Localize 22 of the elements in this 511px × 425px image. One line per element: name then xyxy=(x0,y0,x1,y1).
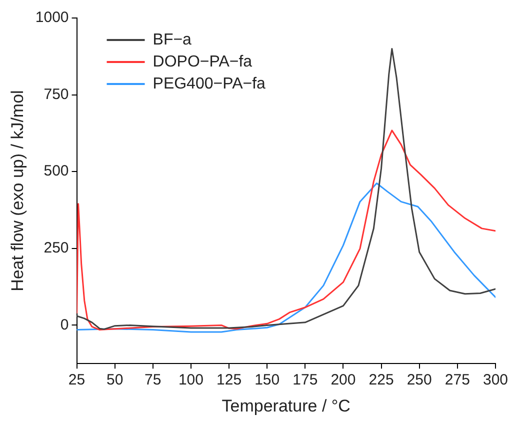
y-tick-label: 0 xyxy=(60,316,69,334)
x-tick-label: 275 xyxy=(444,372,470,389)
x-tick-label: 175 xyxy=(292,372,318,389)
x-tick-label: 125 xyxy=(216,372,242,389)
x-tick-label: 250 xyxy=(406,372,432,389)
x-tick-label: 150 xyxy=(254,372,280,389)
x-tick-label: 200 xyxy=(330,372,356,389)
y-tick-label: 1000 xyxy=(35,9,69,26)
x-tick-label: 100 xyxy=(178,372,204,389)
legend-label: BF−a xyxy=(152,31,192,48)
y-tick-label: 750 xyxy=(44,86,69,103)
x-tick-label: 300 xyxy=(482,372,508,389)
x-tick-label: 225 xyxy=(368,372,394,389)
x-tick-label: 25 xyxy=(68,372,86,389)
y-tick-label: 500 xyxy=(44,162,69,180)
x-tick-label: 75 xyxy=(144,372,162,389)
y-axis-title: Heat flow (exo up) / kJ/mol xyxy=(8,90,27,292)
legend-label: DOPO−PA−fa xyxy=(152,53,252,70)
legend-label: PEG400−PA−fa xyxy=(152,75,266,92)
y-tick-label: 250 xyxy=(44,240,69,257)
x-tick-label: 50 xyxy=(106,372,124,389)
x-axis-title: Temperature / °C xyxy=(222,396,350,416)
